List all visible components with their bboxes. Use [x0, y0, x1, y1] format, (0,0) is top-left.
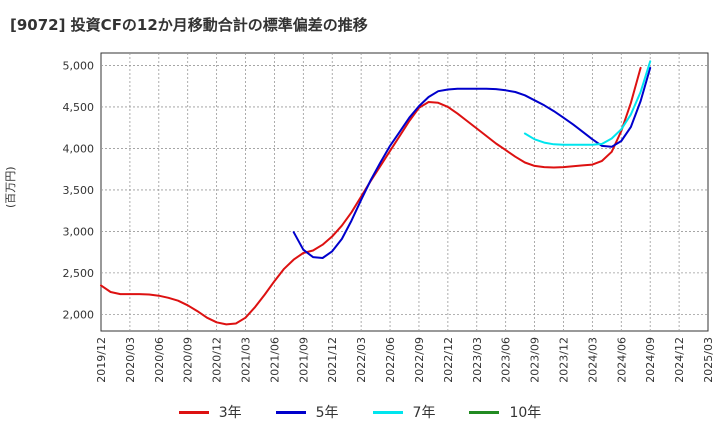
- x-tick-label: 2021/03: [240, 337, 253, 383]
- x-tick-label: 2021/06: [268, 337, 281, 383]
- series-line-1: [100, 66, 642, 326]
- x-tick-label: 2022/06: [384, 337, 397, 383]
- y-tick-label: 3,000: [63, 225, 95, 238]
- x-tick-label: 2023/12: [557, 337, 570, 383]
- x-tick-label: 2020/03: [124, 337, 137, 383]
- x-tick-label: 2022/03: [355, 337, 368, 383]
- legend-item-3y: 3年: [178, 402, 242, 422]
- plot-frame: [100, 52, 709, 332]
- x-tick-label: 2020/06: [153, 337, 166, 383]
- x-tick-label: 2023/09: [529, 337, 542, 383]
- x-tick-label: 2025/03: [702, 337, 715, 383]
- legend: 3年 5年 7年 10年: [0, 402, 720, 422]
- legend-label-3y: 3年: [218, 405, 242, 421]
- legend-item-5y: 5年: [275, 402, 339, 422]
- x-tick-label: 2024/03: [586, 337, 599, 383]
- series-line-3: [523, 60, 652, 146]
- legend-item-7y: 7年: [372, 402, 436, 422]
- legend-swatch-7y: [372, 410, 403, 414]
- x-tick-label: 2024/12: [673, 337, 686, 383]
- y-tick-label: 2,500: [63, 267, 95, 280]
- legend-label-5y: 5年: [315, 405, 339, 421]
- legend-swatch-3y: [178, 410, 209, 414]
- x-tick-label: 2024/09: [644, 337, 657, 383]
- legend-item-10y: 10年: [469, 402, 541, 422]
- y-tick-label: 4,000: [63, 142, 95, 155]
- x-tick-label: 2021/12: [326, 337, 339, 383]
- y-tick-label: 4,500: [63, 101, 95, 114]
- x-tick-label: 2023/06: [500, 337, 513, 383]
- x-tick-label: 2022/09: [413, 337, 426, 383]
- chart-title: [9072] 投資CFの12か月移動合計の標準偏差の推移: [10, 16, 368, 34]
- legend-swatch-5y: [275, 410, 306, 414]
- y-tick-label: 2,000: [63, 308, 95, 321]
- y-tick-label: 3,500: [63, 184, 95, 197]
- y-tick-label: 5,000: [63, 59, 95, 72]
- x-tick-label: 2019/12: [95, 337, 108, 383]
- legend-swatch-10y: [469, 410, 500, 414]
- series-line-2: [292, 66, 652, 259]
- x-tick-label: 2022/12: [442, 337, 455, 383]
- x-tick-label: 2023/03: [471, 337, 484, 383]
- legend-label-10y: 10年: [509, 405, 542, 421]
- x-tick-label: 2020/09: [182, 337, 195, 383]
- x-tick-label: 2021/09: [297, 337, 310, 383]
- x-tick-label: 2024/06: [615, 337, 628, 383]
- x-tick-label: 2020/12: [211, 337, 224, 383]
- legend-label-7y: 7年: [412, 405, 436, 421]
